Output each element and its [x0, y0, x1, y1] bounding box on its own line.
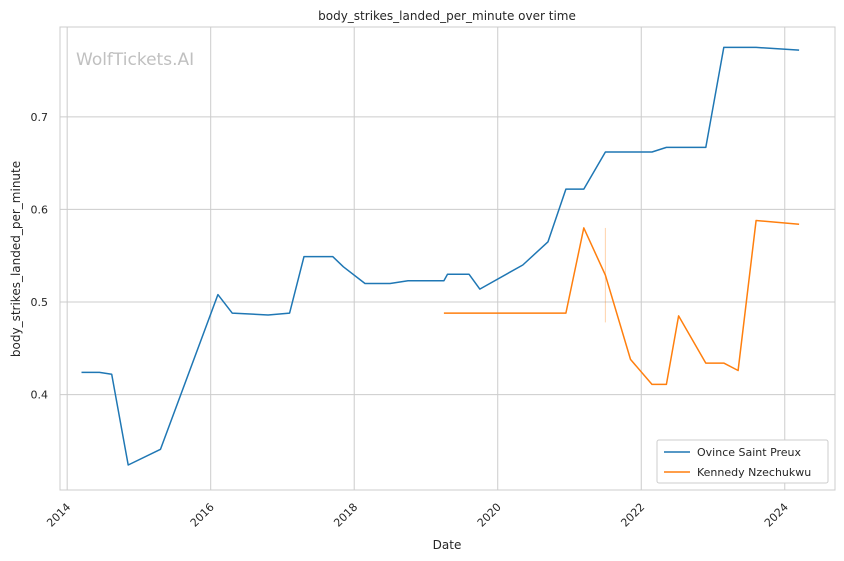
grid-lines — [60, 27, 835, 490]
x-tick-label: 2014 — [44, 501, 73, 530]
y-axis-title: body_strikes_landed_per_minute — [9, 161, 23, 357]
x-tick-label: 2018 — [331, 501, 360, 530]
series-line-kennedy-nzechukwu — [443, 219, 800, 386]
chart-title: body_strikes_landed_per_minute over time — [318, 9, 576, 23]
x-tick-label: 2022 — [618, 501, 647, 530]
legend-box — [656, 439, 829, 484]
y-tick-label: 0.6 — [31, 203, 49, 216]
series-line-ovince-saint-preux — [81, 46, 800, 466]
watermark: WolfTickets.AI — [76, 50, 194, 70]
legend: Ovince Saint Preux Kennedy Nzechukwu — [656, 439, 829, 484]
y-tick-label: 0.5 — [31, 296, 49, 309]
plot-area — [59, 26, 836, 491]
x-tick-label: 2020 — [475, 501, 504, 530]
legend-label-kennedy: Kennedy Nzechukwu — [697, 466, 811, 479]
x-tick-label: 2024 — [762, 501, 791, 530]
x-tick-label: 2016 — [188, 501, 217, 530]
x-axis-title: Date — [433, 538, 462, 552]
y-tick-label: 0.4 — [31, 389, 49, 402]
series-lines — [81, 46, 800, 466]
legend-label-ovince: Ovince Saint Preux — [697, 446, 802, 459]
y-tick-label: 0.7 — [31, 111, 49, 124]
